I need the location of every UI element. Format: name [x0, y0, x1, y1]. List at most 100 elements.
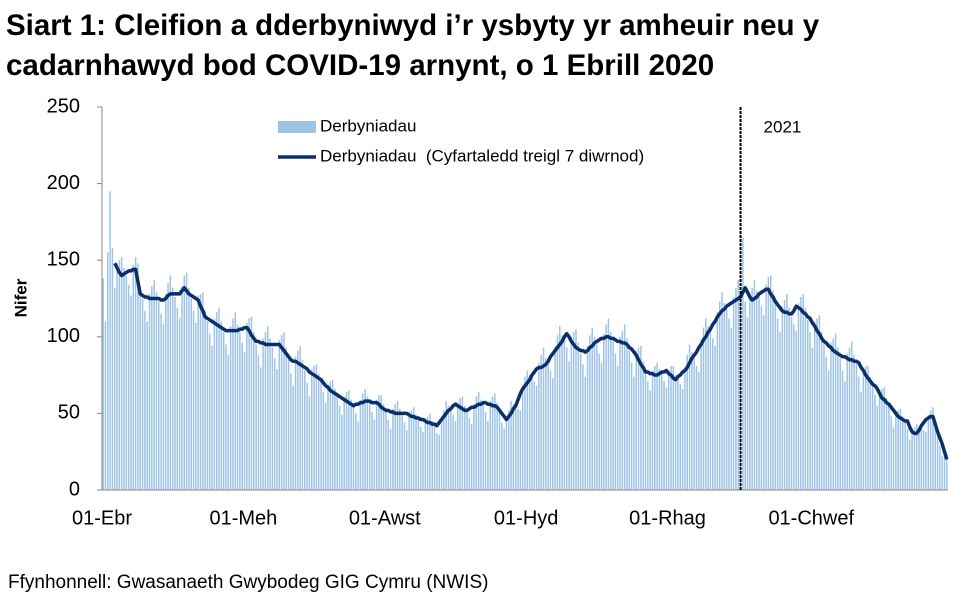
- bar: [162, 324, 165, 490]
- bar: [871, 385, 874, 490]
- bar: [419, 427, 422, 490]
- bar: [109, 191, 111, 490]
- bar: [718, 301, 721, 490]
- bar: [598, 353, 600, 490]
- bar: [190, 298, 192, 490]
- bar: [440, 416, 443, 490]
- bar: [487, 421, 489, 490]
- bar: [779, 332, 781, 490]
- bar: [183, 275, 186, 490]
- bar: [204, 310, 206, 490]
- bar: [929, 410, 932, 490]
- bar: [297, 350, 299, 490]
- bar: [883, 387, 886, 490]
- bar: [867, 365, 869, 490]
- bar: [600, 362, 603, 490]
- bar: [475, 396, 478, 490]
- bar: [809, 332, 811, 490]
- bar: [637, 347, 640, 490]
- bar: [148, 293, 151, 490]
- bar: [468, 417, 471, 490]
- bar: [276, 368, 278, 490]
- bar: [424, 417, 427, 490]
- y-tick-label: 250: [47, 95, 80, 117]
- bar: [693, 358, 695, 490]
- bar: [853, 355, 855, 490]
- bar: [155, 292, 158, 490]
- bar: [227, 355, 230, 490]
- bar: [630, 362, 633, 490]
- bar: [593, 336, 596, 490]
- bar: [932, 407, 934, 490]
- bar: [584, 376, 587, 490]
- bar: [169, 275, 172, 490]
- bar: [707, 326, 709, 490]
- bar: [723, 303, 726, 490]
- bar: [266, 326, 269, 490]
- bar: [415, 414, 417, 490]
- bar: [943, 448, 946, 490]
- bar: [661, 373, 663, 490]
- bar: [807, 319, 809, 490]
- bar: [851, 341, 853, 490]
- bar: [568, 361, 570, 490]
- bar: [709, 332, 712, 490]
- bar: [920, 427, 923, 490]
- bar: [549, 370, 552, 490]
- bar: [280, 335, 283, 490]
- bar: [153, 280, 155, 490]
- bar: [225, 344, 227, 490]
- bar: [913, 427, 916, 490]
- bar: [695, 365, 698, 490]
- bar: [813, 321, 816, 490]
- y-axis-label: Nifer: [11, 278, 30, 317]
- bar: [679, 384, 682, 490]
- bar: [255, 344, 257, 490]
- bar: [656, 362, 658, 490]
- bar: [895, 410, 897, 490]
- bar: [199, 293, 202, 490]
- bar: [480, 399, 482, 490]
- bar: [556, 335, 559, 490]
- bar: [104, 321, 107, 490]
- bar: [800, 296, 802, 490]
- bar: [514, 407, 517, 490]
- bar: [864, 365, 867, 490]
- bar: [855, 364, 858, 490]
- bar: [816, 318, 818, 490]
- bar: [737, 280, 739, 490]
- bar: [394, 404, 396, 490]
- bar: [712, 338, 714, 490]
- bar: [686, 355, 688, 490]
- bar: [649, 390, 651, 490]
- bar: [167, 283, 169, 490]
- source-note: Ffynhonnell: Gwasanaeth Gwybodeg GIG Cym…: [8, 572, 488, 593]
- bar: [517, 408, 519, 490]
- bar: [253, 332, 255, 490]
- bar: [392, 408, 394, 490]
- bar: [498, 411, 501, 490]
- bar: [350, 399, 352, 490]
- bar: [185, 272, 188, 490]
- bar: [572, 332, 575, 490]
- bar: [301, 359, 304, 490]
- bar: [315, 364, 318, 490]
- bar: [860, 391, 862, 490]
- bar: [559, 326, 561, 490]
- bar: [663, 381, 665, 490]
- bar: [220, 321, 223, 490]
- bar: [399, 408, 401, 490]
- bar: [526, 370, 529, 490]
- bar: [765, 284, 767, 490]
- bar: [783, 300, 786, 490]
- bar: [313, 365, 315, 490]
- bar: [202, 292, 204, 490]
- bar: [232, 318, 234, 490]
- bar: [535, 385, 538, 490]
- bar: [294, 356, 297, 490]
- bar: [410, 410, 413, 490]
- bar: [338, 405, 341, 490]
- bar: [658, 368, 661, 490]
- bar: [665, 387, 668, 490]
- bar: [902, 416, 904, 490]
